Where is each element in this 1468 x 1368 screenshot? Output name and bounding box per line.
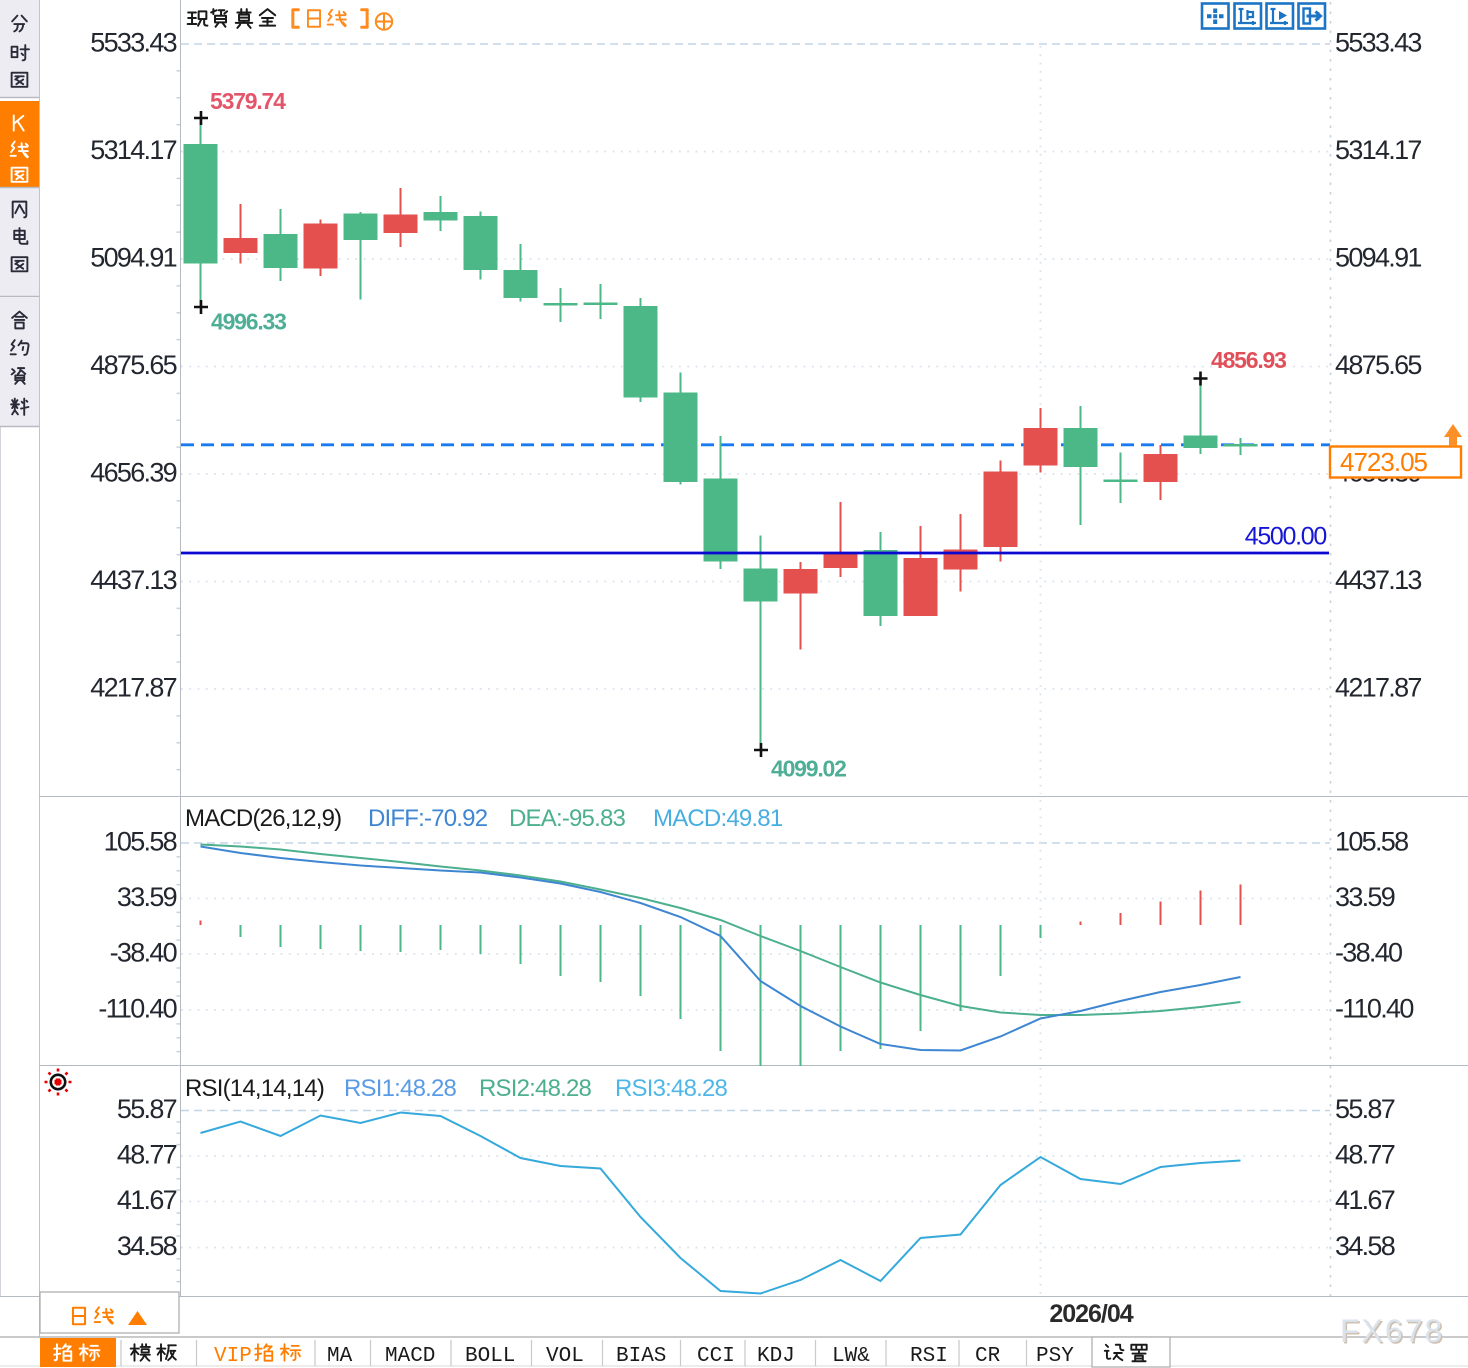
svg-text:-110.40: -110.40 bbox=[98, 994, 176, 1024]
svg-text:4437.13: 4437.13 bbox=[90, 565, 176, 595]
svg-text:BIAS: BIAS bbox=[616, 1345, 666, 1368]
svg-text:VOL: VOL bbox=[546, 1345, 584, 1368]
svg-text:CCI: CCI bbox=[697, 1345, 735, 1368]
svg-text:4099.02: 4099.02 bbox=[771, 756, 846, 782]
svg-text:RSI2:48.28: RSI2:48.28 bbox=[479, 1075, 592, 1102]
svg-text:LW&: LW& bbox=[832, 1345, 870, 1368]
svg-text:33.59: 33.59 bbox=[1335, 882, 1395, 912]
svg-text:-38.40: -38.40 bbox=[1335, 938, 1402, 968]
svg-text:MACD:49.81: MACD:49.81 bbox=[653, 805, 783, 832]
svg-text:34.58: 34.58 bbox=[117, 1231, 177, 1261]
svg-text:33.59: 33.59 bbox=[117, 882, 177, 912]
svg-text:5094.91: 5094.91 bbox=[1335, 243, 1421, 273]
svg-text:4996.33: 4996.33 bbox=[211, 309, 286, 335]
svg-text:105.58: 105.58 bbox=[1335, 827, 1408, 857]
svg-text:DEA:-95.83: DEA:-95.83 bbox=[509, 805, 626, 832]
svg-text:5314.17: 5314.17 bbox=[1335, 135, 1421, 165]
svg-text:RSI(14,14,14): RSI(14,14,14) bbox=[185, 1075, 324, 1102]
svg-text:RSI: RSI bbox=[910, 1345, 948, 1368]
svg-text:48.77: 48.77 bbox=[117, 1140, 177, 1170]
svg-text:4500.00: 4500.00 bbox=[1245, 523, 1327, 551]
svg-text:-110.40: -110.40 bbox=[1335, 994, 1413, 1024]
svg-text:55.87: 55.87 bbox=[117, 1094, 177, 1124]
svg-text:4656.39: 4656.39 bbox=[90, 458, 176, 488]
svg-text:KDJ: KDJ bbox=[757, 1345, 795, 1368]
svg-text:4875.65: 4875.65 bbox=[1335, 350, 1421, 380]
svg-text:FX678: FX678 bbox=[1340, 1313, 1444, 1349]
svg-text:2026/04: 2026/04 bbox=[1049, 1300, 1133, 1328]
svg-text:41.67: 41.67 bbox=[117, 1185, 177, 1215]
svg-text:34.58: 34.58 bbox=[1335, 1231, 1395, 1261]
svg-text:48.77: 48.77 bbox=[1335, 1140, 1395, 1170]
svg-text:PSY: PSY bbox=[1036, 1345, 1074, 1368]
svg-text:5314.17: 5314.17 bbox=[90, 135, 176, 165]
svg-text:5533.43: 5533.43 bbox=[90, 28, 176, 58]
svg-text:5379.74: 5379.74 bbox=[210, 88, 286, 114]
svg-text:RSI3:48.28: RSI3:48.28 bbox=[615, 1075, 728, 1102]
svg-text:-38.40: -38.40 bbox=[110, 938, 177, 968]
svg-text:MACD: MACD bbox=[385, 1345, 435, 1368]
svg-text:CR: CR bbox=[975, 1345, 1001, 1368]
svg-text:4856.93: 4856.93 bbox=[1211, 347, 1286, 373]
svg-text:DIFF:-70.92: DIFF:-70.92 bbox=[368, 805, 488, 832]
svg-text:4217.87: 4217.87 bbox=[1335, 673, 1421, 703]
svg-text:4875.65: 4875.65 bbox=[90, 350, 176, 380]
svg-text:4723.05: 4723.05 bbox=[1340, 447, 1428, 477]
svg-text:4217.87: 4217.87 bbox=[90, 673, 176, 703]
svg-text:5533.43: 5533.43 bbox=[1335, 28, 1421, 58]
svg-text:MA: MA bbox=[327, 1345, 353, 1368]
svg-text:41.67: 41.67 bbox=[1335, 1185, 1395, 1215]
svg-text:105.58: 105.58 bbox=[104, 827, 177, 857]
svg-text:MACD(26,12,9): MACD(26,12,9) bbox=[185, 805, 341, 832]
svg-text:55.87: 55.87 bbox=[1335, 1094, 1395, 1124]
svg-text:FX678: FX678 bbox=[1342, 1315, 1446, 1351]
svg-text:4437.13: 4437.13 bbox=[1335, 565, 1421, 595]
svg-text:VIP: VIP bbox=[214, 1345, 252, 1368]
svg-text:5094.91: 5094.91 bbox=[90, 243, 176, 273]
svg-text:RSI1:48.28: RSI1:48.28 bbox=[344, 1075, 457, 1102]
svg-text:BOLL: BOLL bbox=[465, 1345, 515, 1368]
